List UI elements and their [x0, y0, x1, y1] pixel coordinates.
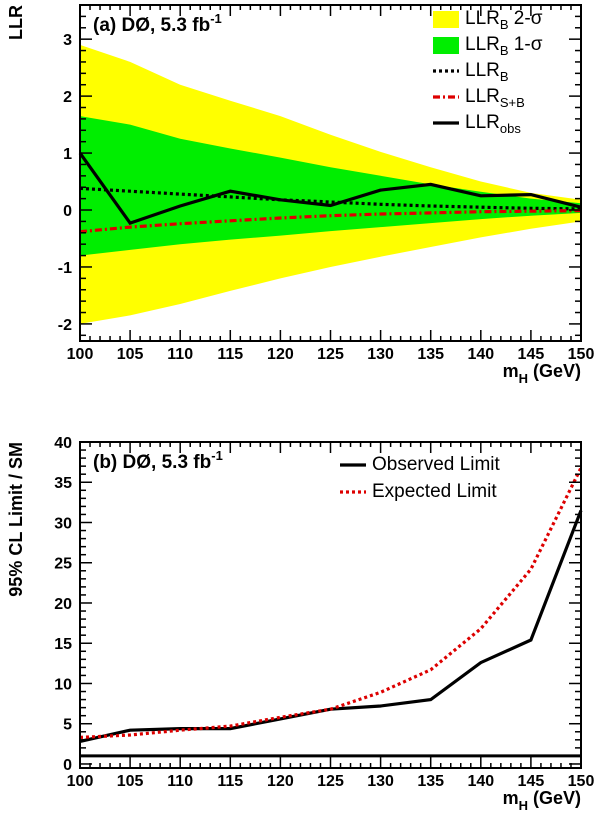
y-tick-label: 3: [63, 32, 72, 49]
y-tick-label: 1: [63, 146, 72, 163]
x-tick-label: 100: [67, 773, 94, 790]
y-tick-label: -1: [58, 260, 72, 277]
panel-a-title: (a) DØ, 5.3 fb-1: [93, 11, 222, 36]
x-tick-label: 120: [267, 773, 294, 790]
panel-a-x-axis-label: mH (GeV): [503, 361, 581, 386]
series-line-0: [79, 509, 583, 743]
y-tick-label: 5: [63, 717, 72, 734]
panel-b-lines: [79, 467, 583, 758]
panel-a-llr-chart: 100 105 110 115 120 125 130 135 140 145 150 -2 -1 0 1 2…: [6, 4, 595, 386]
y-tick-label: 40: [54, 435, 72, 452]
x-tick-label: 120: [267, 346, 294, 363]
y-tick-label: 25: [54, 556, 72, 573]
legend-label-band-1: LLRB 1-σ: [465, 34, 543, 58]
x-tick-label: 115: [217, 346, 243, 363]
legend-label-series-0: Observed Limit: [372, 454, 500, 475]
y-tick-label: 0: [63, 203, 72, 220]
x-tick-label: 110: [167, 346, 193, 363]
panel-a-bands: [80, 44, 581, 324]
series-line-2: [78, 152, 582, 225]
series-line-1: [79, 467, 583, 739]
panel-b-y-axis-label: 95% CL Limit / SM: [6, 442, 26, 597]
x-tick-label: 150: [568, 773, 595, 790]
y-tick-label: 0: [63, 757, 72, 774]
legend-label-series-0: LLRB: [465, 60, 509, 84]
panel-b-x-axis-label: mH (GeV): [503, 788, 581, 813]
y-tick-label: 30: [54, 515, 72, 532]
x-tick-label: 100: [67, 346, 94, 363]
x-tick-label: 135: [417, 346, 444, 363]
panel-b-frame: [79, 441, 582, 769]
x-tick-label: 145: [518, 773, 545, 790]
panel-b-legend: Observed Limit Expected Limit: [340, 454, 500, 502]
x-tick-label: 130: [367, 773, 394, 790]
y-tick-label: 20: [54, 596, 72, 613]
x-tick-label: 135: [417, 773, 444, 790]
x-tick-label: 140: [467, 773, 494, 790]
legend-swatch-band-0: [433, 11, 459, 28]
legend-swatch-band-1: [433, 37, 459, 54]
y-tick-label: 2: [63, 89, 72, 106]
legend-label-series-1: LLRS+B: [465, 86, 525, 110]
x-tick-label: 110: [167, 773, 193, 790]
series-line-1: [79, 209, 582, 234]
x-tick-label: 125: [317, 346, 344, 363]
panel-a-lines: [78, 152, 582, 234]
y-tick-label: 35: [54, 475, 72, 492]
panel-b-title: (b) DØ, 5.3 fb-1: [93, 448, 223, 473]
y-tick-label: 10: [54, 676, 72, 693]
y-tick-label: -2: [58, 317, 72, 334]
panel-a-y-axis-label: LLR: [6, 5, 26, 40]
legend-label-series-2: LLRobs: [465, 112, 521, 136]
x-tick-label: 145: [518, 346, 545, 363]
legend-label-band-0: LLRB 2-σ: [465, 8, 543, 32]
legend-label-series-1: Expected Limit: [372, 481, 497, 502]
x-tick-label: 150: [568, 346, 595, 363]
panel-b-limit-chart: 100 105 110 115 120 125 130 135 140 145 150 0 5 10 15 2…: [6, 435, 594, 813]
x-tick-label: 140: [467, 346, 494, 363]
x-tick-label: 115: [217, 773, 243, 790]
panel-b-ticks: 100 105 110 115 120 125 130 135 140 145 150 0 5 10 15 2…: [54, 435, 594, 790]
panel-a-ticks: 100 105 110 115 120 125 130 135 140 145 150 -2 -1 0 1 2…: [58, 4, 595, 363]
x-tick-label: 105: [117, 773, 144, 790]
y-tick-label: 15: [54, 636, 72, 653]
x-tick-label: 105: [117, 346, 144, 363]
x-tick-label: 130: [367, 346, 394, 363]
x-tick-label: 125: [317, 773, 344, 790]
